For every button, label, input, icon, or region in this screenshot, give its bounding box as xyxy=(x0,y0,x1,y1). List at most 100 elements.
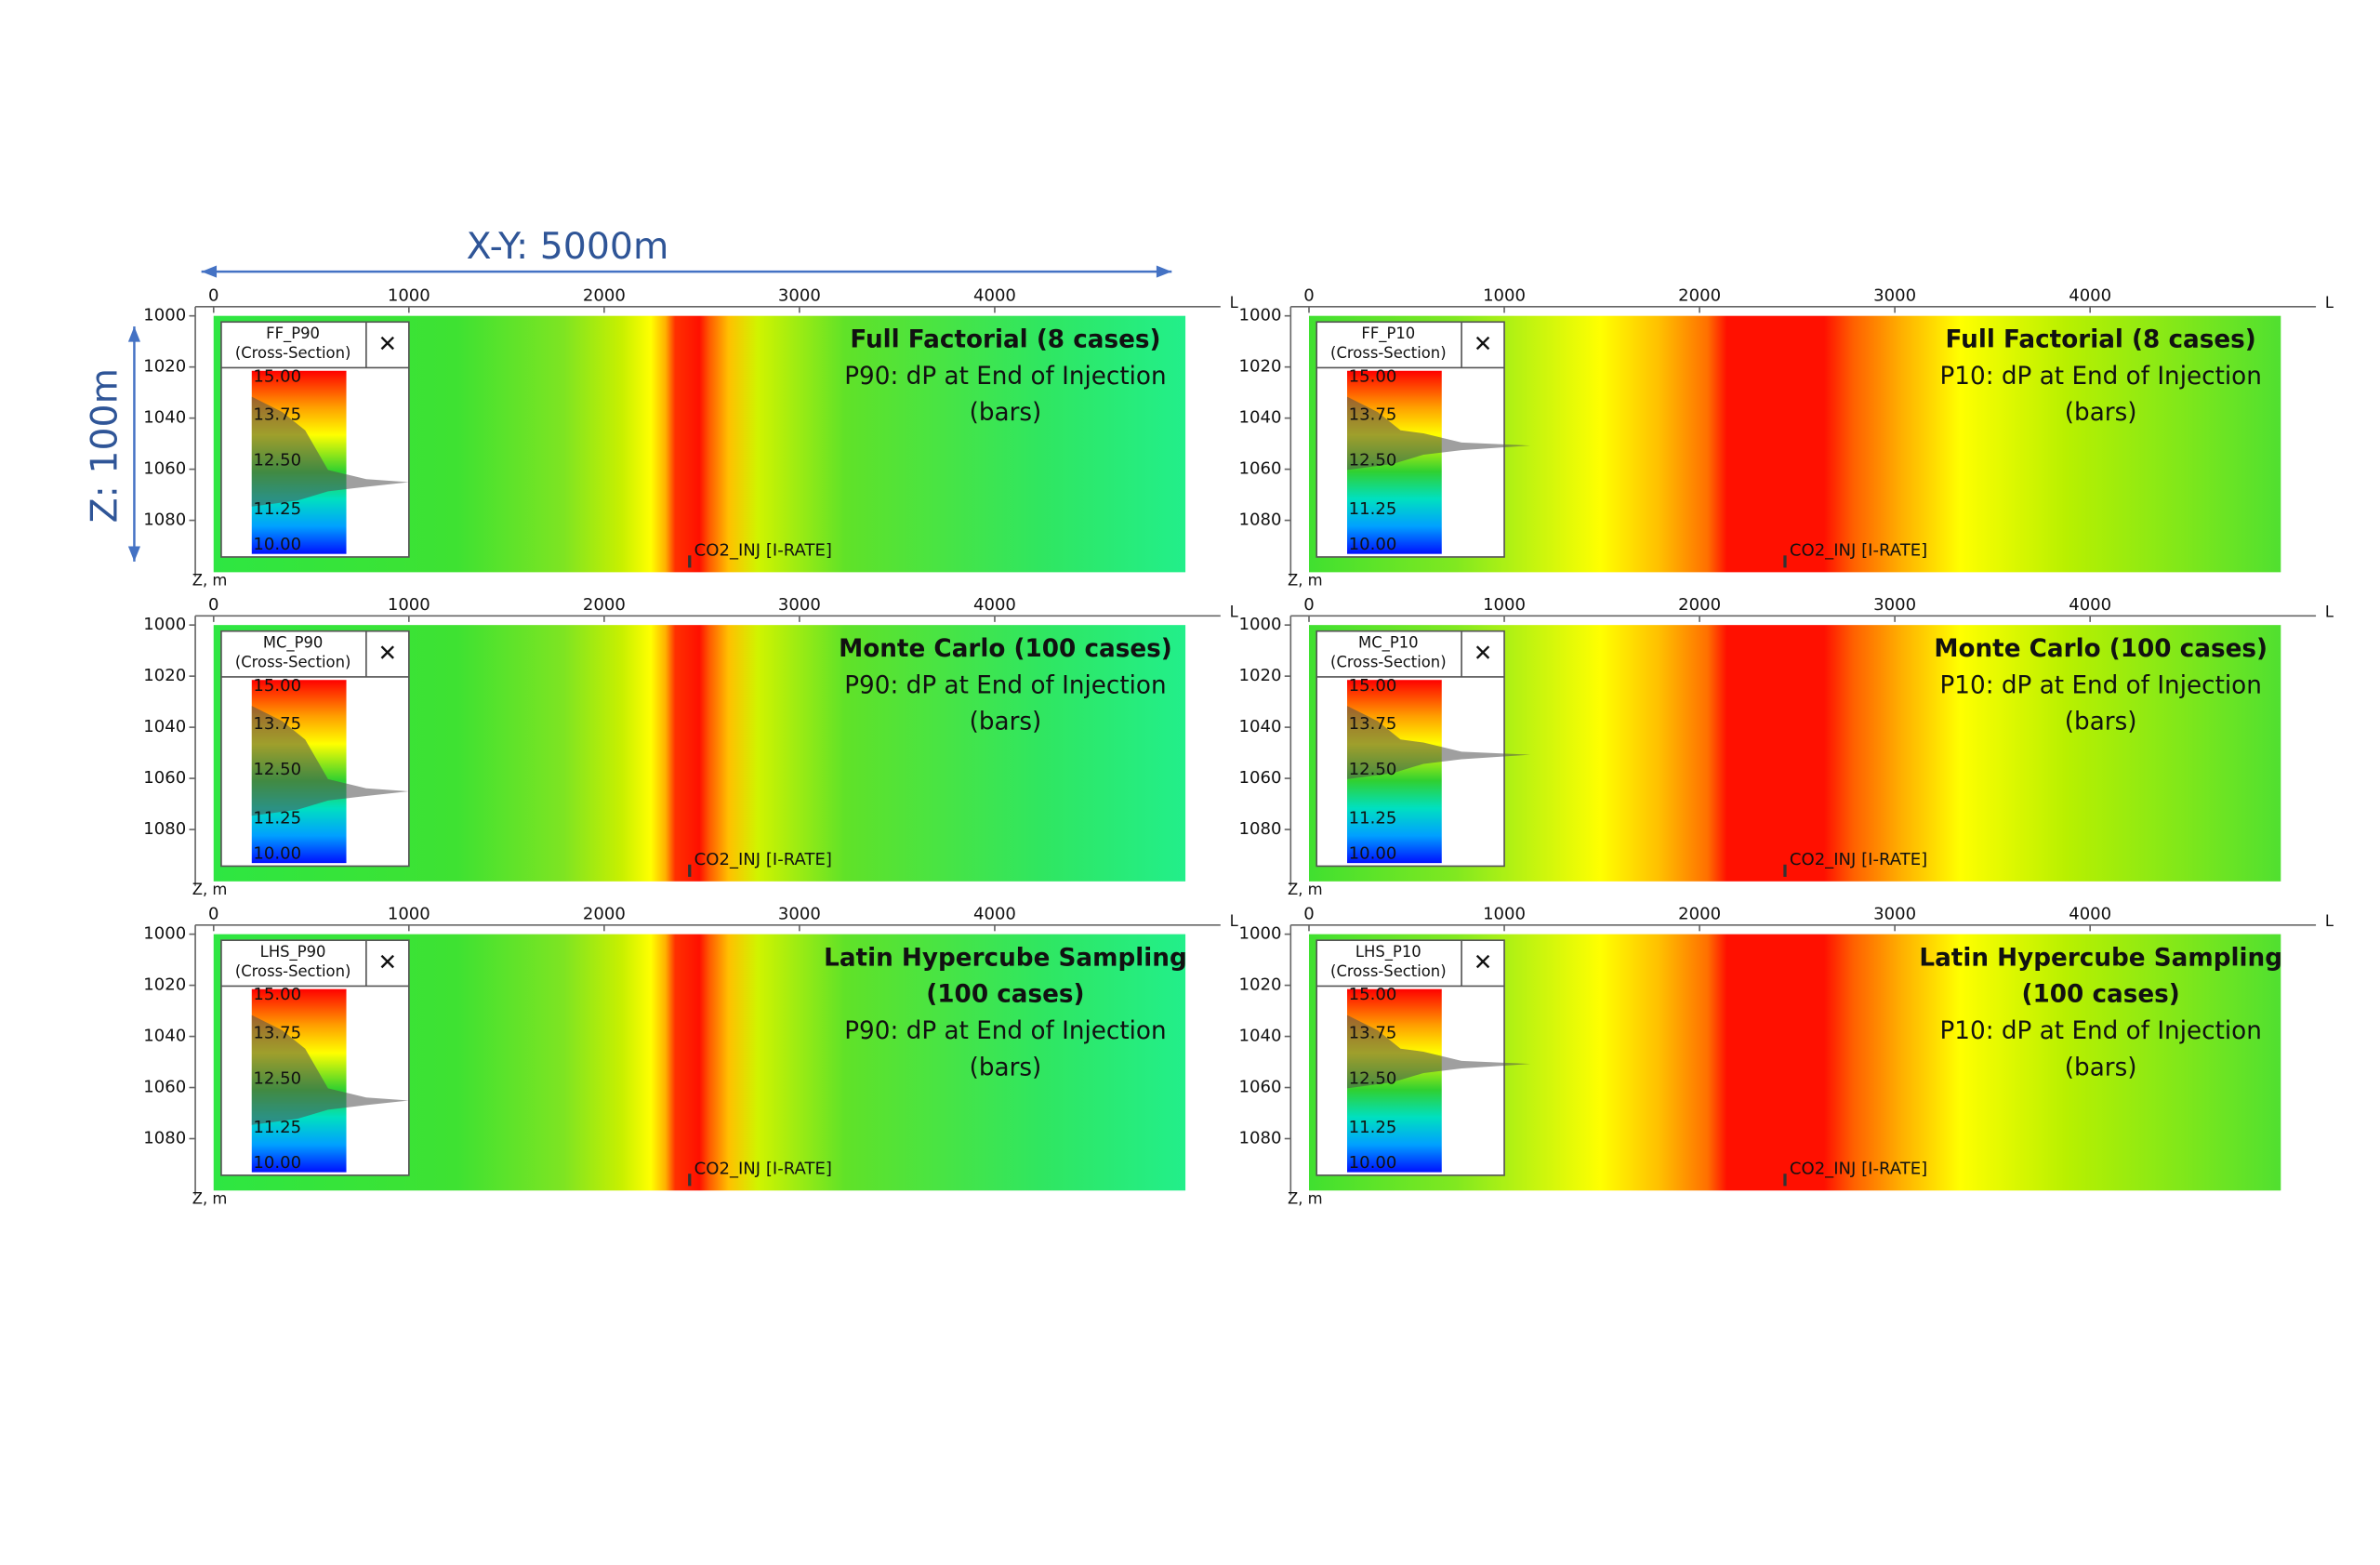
z-tick-label: 1040 xyxy=(143,1027,186,1046)
panel-caption: (bars) xyxy=(970,1054,1042,1082)
legend-title: FF_P90 xyxy=(266,325,320,343)
x-tick-label: 3000 xyxy=(1873,904,1916,923)
well-label: CO2_INJ [I-RATE] xyxy=(694,850,832,869)
legend-title: LHS_P90 xyxy=(260,943,326,962)
legend-close[interactable]: ✕ xyxy=(1474,948,1493,975)
legend-tick-label: 15.00 xyxy=(1349,366,1397,386)
x-tick-label: 3000 xyxy=(778,285,821,305)
panel-title: (100 cases) xyxy=(926,981,1084,1009)
legend-tick-label: 13.75 xyxy=(253,405,301,424)
axis-end: L xyxy=(2325,912,2334,930)
z-tick-label: 1020 xyxy=(143,666,186,685)
x-tick-label: 1000 xyxy=(388,285,430,305)
z-tick-label: 1080 xyxy=(1239,511,1282,530)
legend-tick-label: 15.00 xyxy=(253,676,301,696)
x-tick-label: 4000 xyxy=(2069,595,2111,615)
z-tick-label: 1040 xyxy=(1239,717,1282,736)
z-tick-label: 1080 xyxy=(143,1129,186,1148)
x-tick-label: 1000 xyxy=(1483,904,1526,923)
axis-end: L xyxy=(1230,912,1239,930)
legend-tick-label: 11.25 xyxy=(253,1118,301,1137)
legend-subtitle: (Cross-Section) xyxy=(235,654,351,671)
well-label: CO2_INJ [I-RATE] xyxy=(1790,540,1927,560)
z-tick-label: 1080 xyxy=(143,819,186,839)
legend-close[interactable]: ✕ xyxy=(378,948,398,975)
legend-tick-label: 10.00 xyxy=(253,535,301,554)
legend-tick-label: 13.75 xyxy=(1349,714,1397,734)
z-tick-label: 1060 xyxy=(143,768,186,788)
panel: L 0 1000 2000 3000 4000 1000 1020 1040 1060 1080 Z,… xyxy=(143,595,1238,898)
panel-title: Latin Hypercube Sampling xyxy=(824,944,1187,972)
panel-caption: P90: dP at End of Injection xyxy=(844,1017,1166,1045)
legend-title: MC_P90 xyxy=(263,633,324,652)
panel-title: (100 cases) xyxy=(2022,981,2180,1009)
legend-tick-label: 12.50 xyxy=(1349,760,1397,779)
z-axis-label: Z, m xyxy=(192,1190,228,1208)
panel: L 0 1000 2000 3000 4000 1000 1020 1040 1060 1080 Z,… xyxy=(1239,904,2334,1207)
axis-end: L xyxy=(1230,294,1239,312)
histogram xyxy=(1347,1015,1530,1089)
well-label: CO2_INJ [I-RATE] xyxy=(694,540,832,560)
legend-tick-label: 13.75 xyxy=(253,1023,301,1042)
z-tick-label: 1020 xyxy=(143,975,186,995)
legend-subtitle: (Cross-Section) xyxy=(1330,344,1447,362)
legend-tick-label: 10.00 xyxy=(253,843,301,863)
legend-tick-label: 12.50 xyxy=(1349,451,1397,471)
x-tick-label: 2000 xyxy=(1678,285,1721,305)
z-tick-label: 1080 xyxy=(1239,819,1282,839)
x-tick-label: 3000 xyxy=(778,595,821,615)
legend-tick-label: 10.00 xyxy=(253,1153,301,1173)
legend-tick-label: 13.75 xyxy=(253,714,301,734)
legend-close[interactable]: ✕ xyxy=(1474,639,1493,666)
panel-caption: (bars) xyxy=(970,399,1042,427)
well-label: CO2_INJ [I-RATE] xyxy=(1790,850,1927,869)
legend-tick-label: 12.50 xyxy=(1349,1069,1397,1089)
panel-caption: P90: dP at End of Injection xyxy=(844,671,1166,699)
x-tick-label: 4000 xyxy=(2069,904,2111,923)
panel-title: Monte Carlo (100 cases) xyxy=(839,635,1172,663)
panel: L 0 1000 2000 3000 4000 1000 1020 1040 1060 1080 Z,… xyxy=(1239,285,2334,589)
z-tick-label: 1020 xyxy=(1239,357,1282,377)
panel-title: Full Factorial (8 cases) xyxy=(1946,325,2256,353)
legend-subtitle: (Cross-Section) xyxy=(1330,962,1447,980)
x-tick-label: 1000 xyxy=(388,904,430,923)
x-tick-label: 4000 xyxy=(973,904,1016,923)
legend-tick-label: 13.75 xyxy=(1349,1023,1397,1042)
z-tick-label: 1060 xyxy=(1239,1078,1282,1097)
x-tick-label: 2000 xyxy=(1678,595,1721,615)
legend-tick-label: 10.00 xyxy=(1349,1153,1397,1173)
legend-tick-label: 15.00 xyxy=(1349,676,1397,696)
x-tick-label: 0 xyxy=(1303,904,1314,923)
x-tick-label: 3000 xyxy=(778,904,821,923)
axis-end: L xyxy=(2325,603,2334,621)
x-tick-label: 1000 xyxy=(388,595,430,615)
histogram xyxy=(251,396,409,507)
x-tick-label: 2000 xyxy=(583,285,626,305)
x-tick-label: 2000 xyxy=(1678,904,1721,923)
x-extent-label: X-Y: 5000m xyxy=(467,225,669,268)
x-tick-label: 1000 xyxy=(1483,595,1526,615)
z-tick-label: 1080 xyxy=(143,511,186,530)
panel-caption: (bars) xyxy=(970,709,1042,736)
legend-close[interactable]: ✕ xyxy=(378,639,398,666)
legend-close[interactable]: ✕ xyxy=(378,330,398,357)
panel-title: Latin Hypercube Sampling xyxy=(1919,944,2282,972)
x-tick-label: 0 xyxy=(1303,285,1314,305)
histogram xyxy=(251,1015,409,1125)
z-axis-label: Z, m xyxy=(192,572,228,590)
panel-title: Full Factorial (8 cases) xyxy=(850,325,1160,353)
legend-tick-label: 11.25 xyxy=(1349,499,1397,519)
z-axis-label: Z, m xyxy=(1288,1190,1323,1208)
legend-close[interactable]: ✕ xyxy=(1474,330,1493,357)
panel-caption: (bars) xyxy=(2065,399,2137,427)
legend-tick-label: 12.50 xyxy=(253,760,301,779)
panel: L 0 1000 2000 3000 4000 1000 1020 1040 1060 1080 Z,… xyxy=(143,904,1238,1207)
z-tick-label: 1000 xyxy=(143,615,186,634)
x-tick-label: 1000 xyxy=(1483,285,1526,305)
z-tick-label: 1080 xyxy=(1239,1129,1282,1148)
z-tick-label: 1040 xyxy=(143,408,186,428)
legend-tick-label: 11.25 xyxy=(253,809,301,829)
z-tick-label: 1060 xyxy=(143,459,186,479)
panel-caption: P10: dP at End of Injection xyxy=(1939,1017,2261,1045)
z-tick-label: 1040 xyxy=(1239,408,1282,428)
